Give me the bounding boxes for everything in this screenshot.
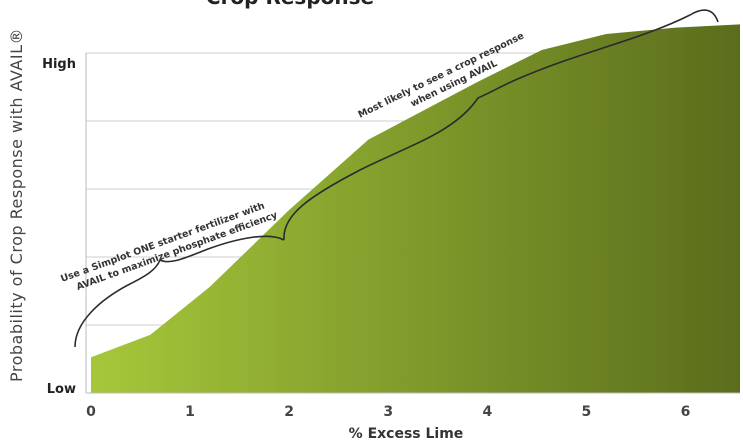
x-tick-label: 3 <box>383 404 393 420</box>
x-tick-label: 2 <box>284 404 294 420</box>
x-tick-labels: 0 1 2 3 4 5 6 <box>86 404 690 420</box>
brace-starter-zone <box>74 235 285 348</box>
y-axis-title: Probability of Crop Response with AVAIL® <box>7 28 26 382</box>
x-tick-label: 0 <box>86 404 96 420</box>
x-tick-label: 1 <box>185 404 195 420</box>
x-tick-label: 5 <box>582 404 592 420</box>
y-tick-label: Low <box>47 382 76 397</box>
response-area <box>90 24 741 394</box>
y-tick-labels: Low High <box>42 57 76 397</box>
x-tick-label: 4 <box>482 404 492 420</box>
x-tick-label: 6 <box>681 404 691 420</box>
chart-title: Crop Response <box>206 0 374 9</box>
y-tick-label: High <box>42 57 76 72</box>
x-axis-title: % Excess Lime <box>349 426 464 442</box>
brace-avail-zone <box>283 9 719 241</box>
